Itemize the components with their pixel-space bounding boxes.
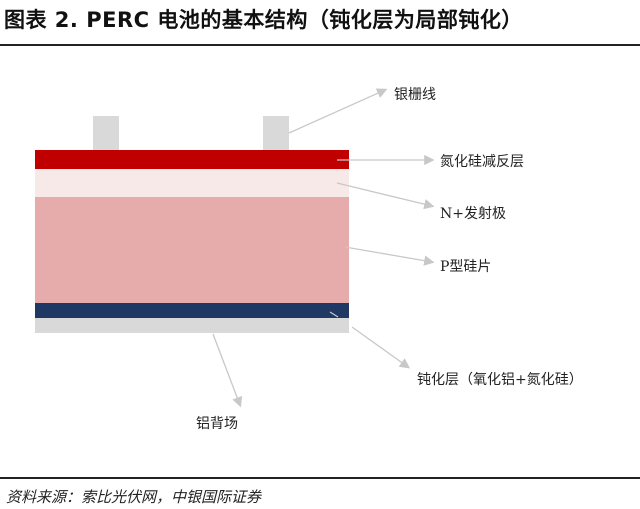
label-n-emitter: N+发射极 (440, 206, 506, 222)
leader-passivation (329, 311, 339, 318)
source-note: 资料来源：索比光伏网，中银国际证券 (6, 488, 262, 506)
figure-title: 图表 2. PERC 电池的基本结构（钝化层为局部钝化） (4, 8, 523, 32)
passivation-layer (35, 303, 349, 318)
source-divider (0, 477, 640, 479)
sin-antireflection-layer (35, 150, 349, 169)
leader-silver-grid (288, 88, 388, 134)
leader-al-bsf (212, 333, 243, 408)
leader-n-emitter (336, 182, 435, 210)
silver-grid-finger-left (93, 116, 119, 152)
label-p-wafer: P型硅片 (440, 259, 492, 275)
leader-passivation-ext (351, 326, 411, 369)
leader-p-wafer (344, 246, 435, 266)
aluminium-back-field (35, 318, 349, 333)
label-passivation: 钝化层（氧化铝+氮化硅） (417, 372, 583, 388)
label-silver-grid: 银栅线 (394, 87, 436, 103)
title-divider (0, 44, 640, 46)
n-emitter-layer (35, 169, 349, 197)
label-sin-ar: 氮化硅减反层 (440, 154, 524, 170)
silver-grid-finger-right (263, 116, 289, 152)
p-silicon-wafer (35, 197, 349, 303)
label-al-bsf: 铝背场 (196, 416, 238, 432)
